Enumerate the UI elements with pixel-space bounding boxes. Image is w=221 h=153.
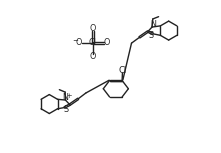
Text: O: O <box>104 38 110 47</box>
Text: Cl: Cl <box>89 38 97 47</box>
Text: +: + <box>66 93 72 99</box>
Text: O: O <box>90 24 96 33</box>
Text: S: S <box>148 31 153 40</box>
Text: −: − <box>73 38 78 44</box>
Text: S: S <box>64 105 69 114</box>
Text: Cl: Cl <box>119 66 127 75</box>
Text: O: O <box>76 38 82 47</box>
Text: N: N <box>62 93 68 102</box>
Text: N: N <box>150 20 156 29</box>
Text: O: O <box>90 52 96 61</box>
